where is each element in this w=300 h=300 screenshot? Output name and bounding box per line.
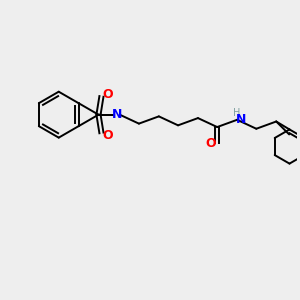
Text: N: N <box>112 108 122 121</box>
Text: O: O <box>103 88 113 100</box>
Text: O: O <box>206 137 216 150</box>
Text: H: H <box>233 108 241 118</box>
Text: O: O <box>103 129 113 142</box>
Text: N: N <box>236 113 246 126</box>
